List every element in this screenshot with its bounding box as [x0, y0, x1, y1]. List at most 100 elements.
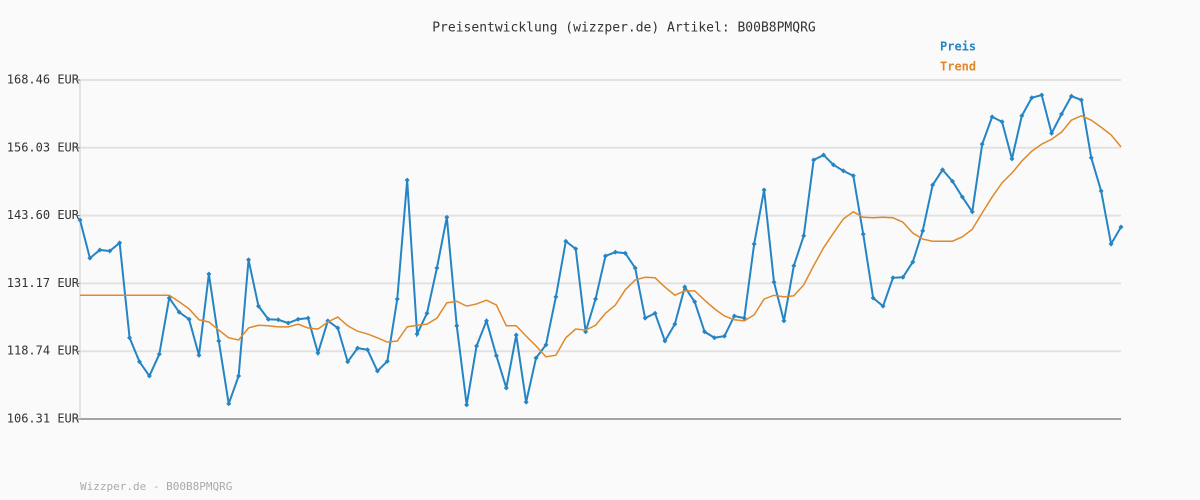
point	[870, 295, 876, 301]
point	[632, 265, 638, 271]
point	[176, 309, 182, 315]
point	[712, 335, 718, 341]
point	[345, 359, 351, 365]
point	[781, 318, 787, 324]
point	[533, 355, 539, 361]
point	[969, 209, 975, 215]
y-tick-label: 143.60 EUR	[7, 208, 80, 222]
point	[1059, 111, 1065, 117]
point	[216, 338, 222, 344]
point	[503, 385, 509, 391]
point	[523, 399, 529, 405]
point	[1118, 224, 1124, 230]
point	[483, 318, 489, 324]
point	[374, 368, 380, 374]
point	[553, 294, 559, 300]
point	[236, 373, 242, 379]
point	[1108, 241, 1114, 247]
point	[1078, 97, 1084, 103]
point	[672, 321, 678, 327]
point	[246, 257, 252, 263]
point	[940, 167, 946, 173]
point	[255, 303, 261, 309]
point	[434, 265, 440, 271]
point	[315, 350, 321, 356]
point	[563, 238, 569, 244]
point	[107, 248, 113, 254]
point	[890, 275, 896, 281]
y-tick-label: 106.31 EUR	[7, 412, 80, 426]
point	[1029, 95, 1035, 101]
point	[117, 240, 123, 246]
point	[444, 214, 450, 220]
point	[87, 255, 93, 261]
point	[1068, 93, 1074, 99]
point	[414, 331, 420, 337]
point	[513, 332, 519, 338]
point	[612, 249, 618, 255]
point	[424, 310, 430, 316]
point	[999, 119, 1005, 125]
point	[384, 358, 390, 364]
point	[365, 347, 371, 353]
point	[474, 343, 480, 349]
point	[295, 316, 301, 322]
point	[196, 352, 202, 358]
point	[127, 335, 133, 341]
point	[136, 359, 142, 365]
point	[731, 313, 737, 319]
point	[830, 162, 836, 168]
point	[652, 310, 658, 316]
point	[900, 274, 906, 280]
point	[771, 279, 777, 285]
legend-label: Trend	[940, 60, 976, 74]
point	[1088, 155, 1094, 161]
point	[1009, 156, 1015, 162]
point	[761, 187, 767, 193]
point	[156, 351, 162, 357]
line-preis	[79, 93, 1122, 406]
point	[821, 152, 827, 158]
point	[850, 173, 856, 179]
point	[920, 228, 926, 234]
point	[1019, 113, 1025, 119]
point	[77, 217, 83, 223]
y-tick-label: 131.17 EUR	[7, 276, 80, 290]
point	[682, 284, 688, 290]
point	[1098, 188, 1104, 194]
point	[226, 401, 232, 407]
point	[265, 316, 271, 322]
point	[642, 315, 648, 321]
point	[206, 271, 212, 277]
y-tick-label: 168.46 EUR	[7, 73, 80, 87]
point	[1049, 130, 1055, 136]
legend-label: Preis	[940, 40, 976, 54]
point	[930, 182, 936, 188]
point	[305, 315, 311, 321]
point	[573, 246, 579, 252]
point	[811, 157, 817, 163]
point	[801, 233, 807, 239]
point	[493, 353, 499, 359]
point	[97, 247, 103, 253]
point	[910, 259, 916, 265]
point	[543, 342, 549, 348]
chart-title: Preisentwicklung (wizzper.de) Artikel: B…	[432, 21, 816, 36]
point	[702, 329, 708, 335]
line-trend	[80, 114, 1122, 358]
point	[394, 296, 400, 302]
point	[464, 402, 470, 408]
point	[721, 333, 727, 339]
point	[454, 323, 460, 329]
point	[751, 241, 757, 247]
point	[404, 177, 410, 183]
point	[840, 168, 846, 174]
point	[959, 194, 965, 200]
point	[692, 299, 698, 305]
point	[989, 114, 995, 120]
point	[1039, 92, 1045, 98]
point	[285, 320, 291, 326]
y-tick-label: 118.74 EUR	[7, 344, 80, 358]
point	[622, 250, 628, 256]
